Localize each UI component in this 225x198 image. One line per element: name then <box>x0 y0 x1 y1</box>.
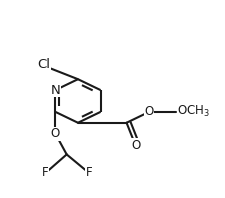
Text: F: F <box>42 166 48 179</box>
Text: O: O <box>144 105 153 118</box>
Text: O: O <box>130 139 140 152</box>
Text: F: F <box>86 166 92 179</box>
Text: N: N <box>50 84 60 97</box>
Text: OCH$_3$: OCH$_3$ <box>177 104 209 119</box>
Text: O: O <box>51 127 60 140</box>
Text: Cl: Cl <box>37 58 50 71</box>
